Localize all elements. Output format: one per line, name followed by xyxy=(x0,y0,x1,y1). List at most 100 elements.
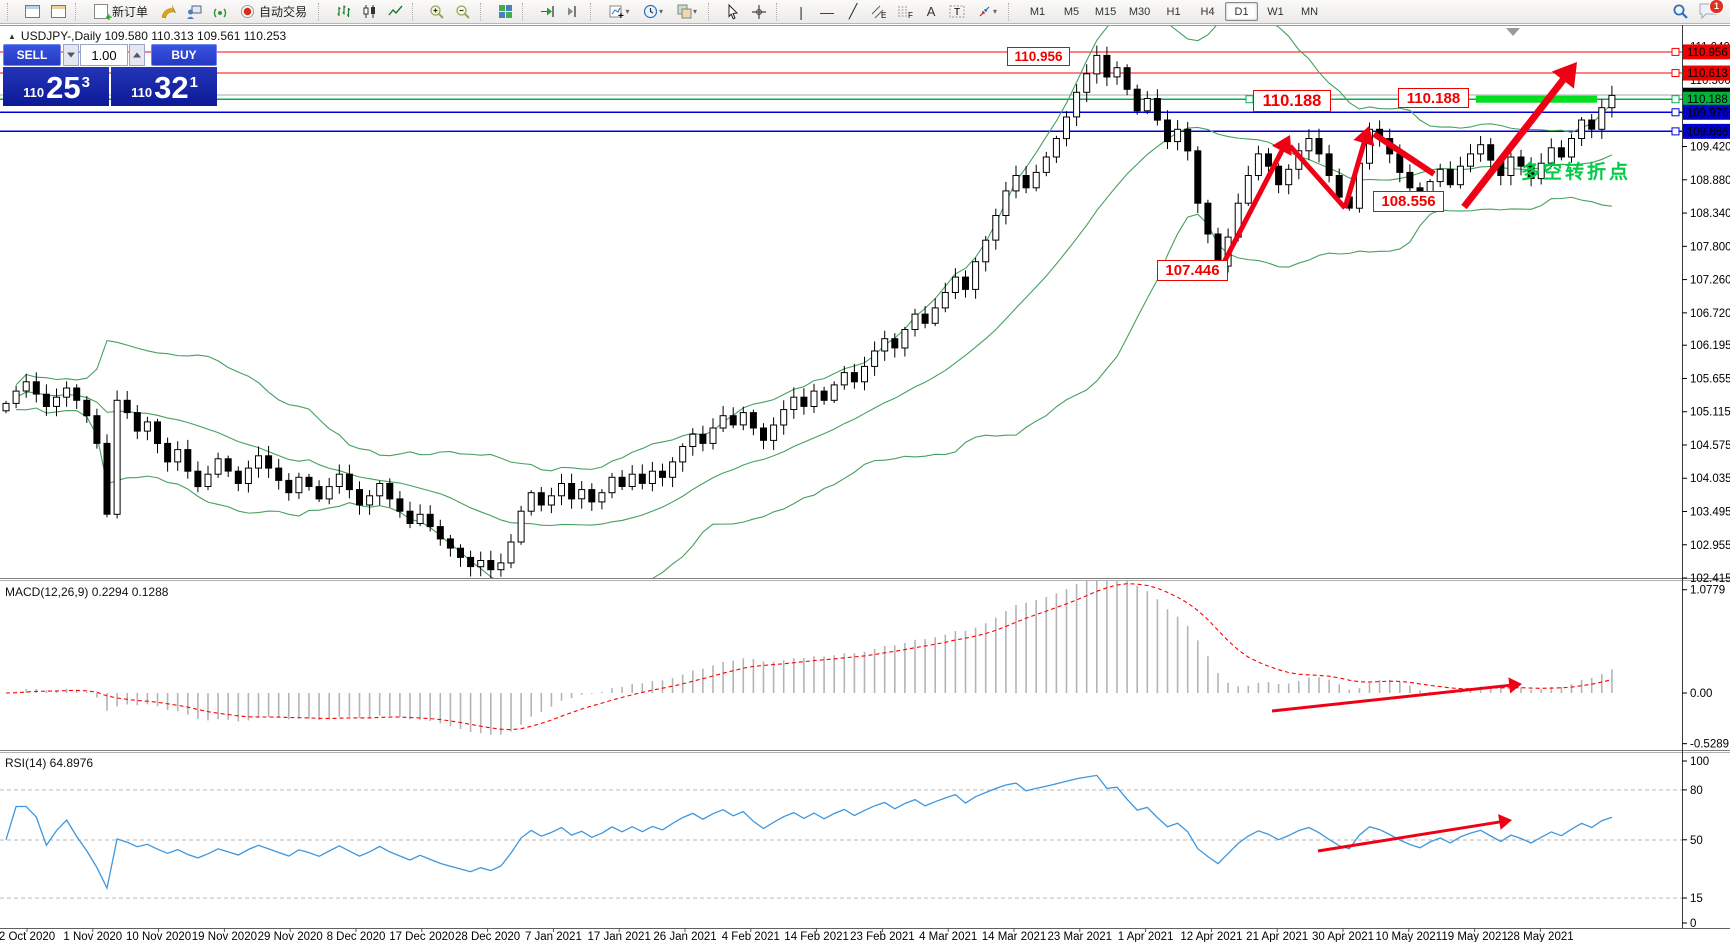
timeframe-mn-button[interactable]: MN xyxy=(1293,2,1326,21)
new-chart-icon[interactable] xyxy=(20,1,44,23)
line-anchor-marker[interactable] xyxy=(1671,95,1680,104)
zoom-out-icon[interactable] xyxy=(451,1,475,23)
price-annotation-label[interactable]: 107.446 xyxy=(1157,260,1228,281)
timeframe-m1-button[interactable]: M1 xyxy=(1021,2,1054,21)
trend-arrow[interactable] xyxy=(1288,144,1347,210)
zoom-in-icon[interactable] xyxy=(425,1,449,23)
svg-text:29 Nov 2020: 29 Nov 2020 xyxy=(258,931,323,942)
crosshair-icon[interactable] xyxy=(747,1,771,23)
time-axis[interactable]: 2 Oct 2020 1 Nov 2020 10 Nov 2020 19 Nov 20… xyxy=(0,928,1574,942)
autotrading-label: 自动交易 xyxy=(259,5,308,19)
arrows-tool-icon[interactable]: ▾ xyxy=(971,1,1003,23)
buy-price-box[interactable]: 110 32 1 xyxy=(111,67,217,106)
svg-text:107.260: 107.260 xyxy=(1690,275,1730,287)
timeframe-h4-button[interactable]: H4 xyxy=(1191,2,1224,21)
svg-text:108.340: 108.340 xyxy=(1690,208,1730,220)
auto-scroll-icon[interactable] xyxy=(535,1,559,23)
timeframe-group: M1 M5 M15 M30 H1 H4 D1 W1 MN xyxy=(1021,2,1326,21)
svg-text:103.495: 103.495 xyxy=(1690,507,1730,519)
macd-indicator-label: MACD(12,26,9) 0.2294 0.1288 xyxy=(5,585,169,599)
price-annotation-label[interactable]: 110.188 xyxy=(1398,88,1469,108)
sell-button[interactable]: SELL xyxy=(3,44,61,66)
svg-text:19 May 2021: 19 May 2021 xyxy=(1441,931,1508,942)
templates-icon[interactable]: ▾ xyxy=(671,1,703,23)
bar-chart-mode-icon[interactable] xyxy=(331,1,355,23)
svg-text:106.720: 106.720 xyxy=(1690,308,1730,320)
trend-arrow[interactable] xyxy=(1317,820,1501,853)
autotrading-button[interactable]: 自动交易 xyxy=(234,2,313,22)
svg-text:+: + xyxy=(618,11,624,20)
line-chart-mode-icon[interactable] xyxy=(383,1,407,23)
price-axis[interactable]: 111.040110.500109.960109.420108.880108.3… xyxy=(1682,42,1730,930)
trend-arrow[interactable] xyxy=(1342,141,1367,209)
timeframe-d1-button[interactable]: D1 xyxy=(1225,2,1259,21)
chart-shift-marker[interactable] xyxy=(1506,28,1520,36)
svg-text:8 Dec 2020: 8 Dec 2020 xyxy=(327,931,386,942)
svg-text:30 Apr 2021: 30 Apr 2021 xyxy=(1312,931,1374,942)
expert-advisors-icon[interactable] xyxy=(156,1,180,23)
svg-text:50: 50 xyxy=(1690,835,1703,847)
timeframe-h1-button[interactable]: H1 xyxy=(1157,2,1190,21)
breakout-highlight-bar[interactable] xyxy=(1476,95,1597,103)
macd-pane xyxy=(5,581,1613,735)
text-label-tool-icon[interactable]: T xyxy=(945,1,969,23)
fibonacci-tool-icon[interactable]: F xyxy=(893,1,917,23)
line-anchor-marker[interactable] xyxy=(1671,47,1680,56)
line-anchor-marker[interactable] xyxy=(1671,127,1680,136)
svg-text:108.880: 108.880 xyxy=(1690,175,1730,187)
macd-histogram xyxy=(15,581,1613,735)
timeframe-m15-button[interactable]: M15 xyxy=(1089,2,1122,21)
svg-text:106.195: 106.195 xyxy=(1690,340,1730,352)
svg-text:19 Nov 2020: 19 Nov 2020 xyxy=(192,931,257,942)
price-annotation-label[interactable]: 108.556 xyxy=(1373,191,1444,212)
price-annotation-label[interactable]: 110.188 xyxy=(1253,90,1331,112)
svg-text:110.613: 110.613 xyxy=(1687,68,1728,80)
trend-arrow[interactable] xyxy=(1372,131,1436,177)
volume-input[interactable] xyxy=(80,44,128,66)
volume-decrease-button[interactable] xyxy=(63,44,79,66)
chart-shift-icon[interactable] xyxy=(561,1,585,23)
community-chat-icon[interactable]: 1 xyxy=(1698,0,1724,22)
horizontal-line-tool-icon[interactable]: — xyxy=(820,3,835,20)
channel-tool-icon[interactable]: E xyxy=(867,1,891,23)
trend-arrow-head[interactable] xyxy=(1551,62,1577,89)
line-anchor-marker[interactable] xyxy=(1245,95,1254,104)
notification-badge: 1 xyxy=(1709,0,1724,14)
cursor-icon[interactable] xyxy=(721,1,745,23)
toolbar-separator xyxy=(522,2,530,21)
profiles-icon[interactable] xyxy=(46,1,70,23)
turning-point-note[interactable]: 多空转折点 xyxy=(1521,162,1632,183)
terminal-user-icon[interactable] xyxy=(182,1,206,23)
tile-windows-icon[interactable] xyxy=(493,1,517,23)
trendline-tool-icon[interactable]: ╱ xyxy=(848,3,858,19)
trend-arrow-head[interactable] xyxy=(1498,814,1512,830)
buy-button[interactable]: BUY xyxy=(151,44,217,66)
trend-arrow-head[interactable] xyxy=(1508,677,1522,694)
signals-icon[interactable] xyxy=(208,1,232,23)
line-anchor-marker[interactable] xyxy=(1671,69,1680,78)
indicators-icon[interactable]: + ▾ xyxy=(603,1,635,23)
collapse-triangle-icon[interactable]: ▲ xyxy=(8,31,16,41)
svg-text:17 Jan 2021: 17 Jan 2021 xyxy=(588,931,651,942)
trend-arrow-head[interactable] xyxy=(1353,126,1375,147)
trend-arrow[interactable] xyxy=(1271,683,1511,713)
text-tool-icon[interactable]: A xyxy=(926,4,936,19)
search-icon[interactable] xyxy=(1668,1,1692,23)
timeframe-m30-button[interactable]: M30 xyxy=(1123,2,1156,21)
trend-arrow-head[interactable] xyxy=(1272,135,1292,156)
line-anchor-marker[interactable] xyxy=(1671,108,1680,117)
sell-price-pips: 25 xyxy=(46,70,81,105)
sell-price-box[interactable]: 110 25 3 xyxy=(3,67,109,106)
timeframe-w1-button[interactable]: W1 xyxy=(1259,2,1292,21)
buy-price-pips: 32 xyxy=(154,70,189,105)
timeframe-m5-button[interactable]: M5 xyxy=(1055,2,1088,21)
new-order-button[interactable]: 新订单 xyxy=(88,2,154,23)
trend-arrow[interactable] xyxy=(1216,148,1285,274)
candlestick-mode-icon[interactable] xyxy=(357,1,381,23)
volume-increase-button[interactable] xyxy=(129,44,145,66)
price-annotation-label[interactable]: 110.956 xyxy=(1007,47,1070,66)
vertical-line-tool-icon[interactable]: | xyxy=(799,3,803,20)
periods-icon[interactable]: ▾ xyxy=(637,1,669,23)
trend-arrow[interactable] xyxy=(1461,77,1567,210)
